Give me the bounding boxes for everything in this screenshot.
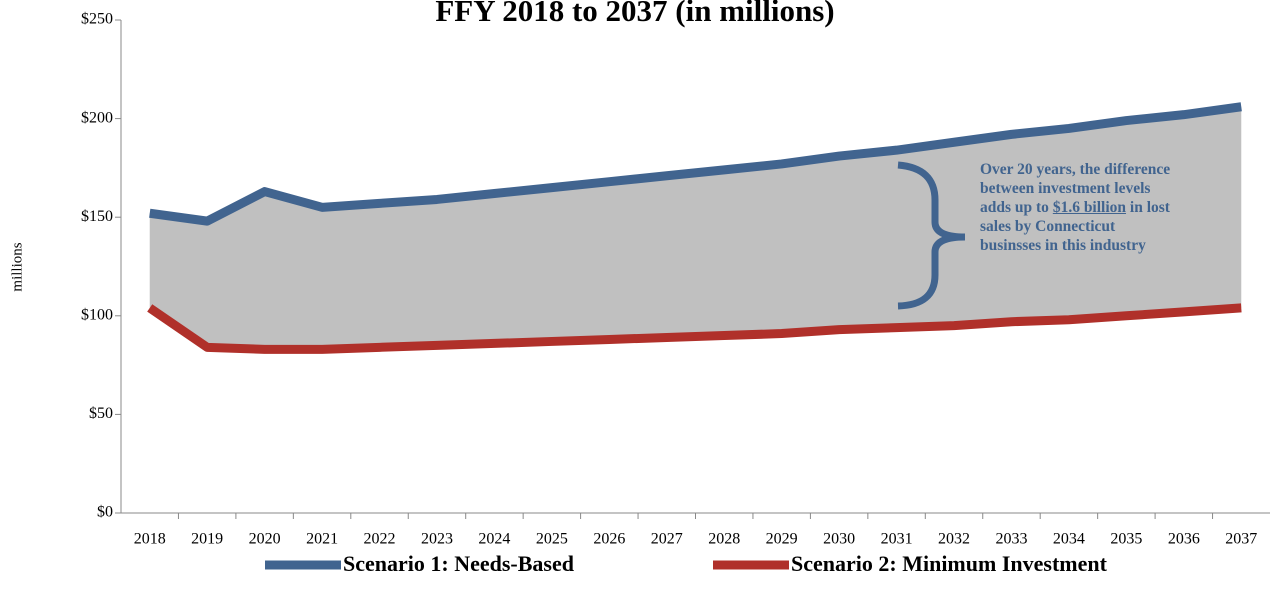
x-tick-label: 2027	[651, 531, 683, 548]
annotation-text: adds up to	[980, 199, 1053, 216]
chart-title: FFY 2018 to 2037 (in millions)	[435, 0, 834, 28]
y-axis-label: millions	[9, 242, 25, 291]
y-tick-label: $100	[81, 306, 113, 323]
annotation-text: $1.6 billion	[1052, 199, 1127, 216]
legend-label: Scenario 1: Needs-Based	[343, 551, 574, 576]
x-tick-label: 2024	[478, 531, 510, 548]
annotation-text: sales by Connecticut	[980, 218, 1116, 235]
y-tick-label: $200	[81, 109, 113, 126]
x-tick-label: 2035	[1110, 531, 1142, 548]
annotation-text: in lost	[1126, 199, 1170, 216]
annotation-line: sales by Connecticut	[980, 217, 1170, 236]
x-tick-label: 2031	[881, 531, 913, 548]
x-tick-label: 2034	[1053, 531, 1085, 548]
annotation-text: between investment levels	[980, 180, 1151, 197]
annotation-text: businsses in this industry	[980, 237, 1146, 254]
y-tick-label: $0	[97, 504, 113, 521]
y-tick-label: $150	[81, 208, 113, 225]
annotation-line: between investment levels	[980, 179, 1170, 198]
annotation: Over 20 years, the difference between inv…	[980, 160, 1170, 255]
annotation-line: Over 20 years, the difference	[980, 160, 1170, 179]
x-tick-label: 2023	[421, 531, 453, 548]
x-tick-label: 2029	[766, 531, 798, 548]
x-tick-label: 2033	[995, 531, 1027, 548]
x-tick-label: 2037	[1225, 531, 1257, 548]
x-tick-label: 2019	[191, 531, 223, 548]
series-line	[147, 303, 1242, 354]
annotation-text: Over 20 years, the difference	[980, 161, 1171, 178]
x-tick-label: 2025	[536, 531, 568, 548]
x-tick-label: 2021	[306, 531, 338, 548]
x-tick-label: 2030	[823, 531, 855, 548]
legend-label: Scenario 2: Minimum Investment	[791, 551, 1108, 576]
x-tick-label: 2032	[938, 531, 970, 548]
x-tick-label: 2022	[364, 531, 396, 548]
series-line	[149, 102, 1242, 226]
x-tick-label: 2028	[708, 531, 740, 548]
brace	[897, 161, 966, 310]
y-tick-label: $250	[81, 11, 113, 28]
difference-area	[149, 106, 1242, 350]
x-tick-label: 2026	[593, 531, 625, 548]
x-tick-label: 2020	[249, 531, 281, 548]
x-tick-label: 2036	[1168, 531, 1200, 548]
annotation-line: adds up to $1.6 billion in lost	[980, 198, 1170, 217]
y-tick-label: $50	[89, 405, 113, 422]
x-tick-label: 2018	[134, 531, 166, 548]
annotation-line: businsses in this industry	[980, 236, 1170, 255]
